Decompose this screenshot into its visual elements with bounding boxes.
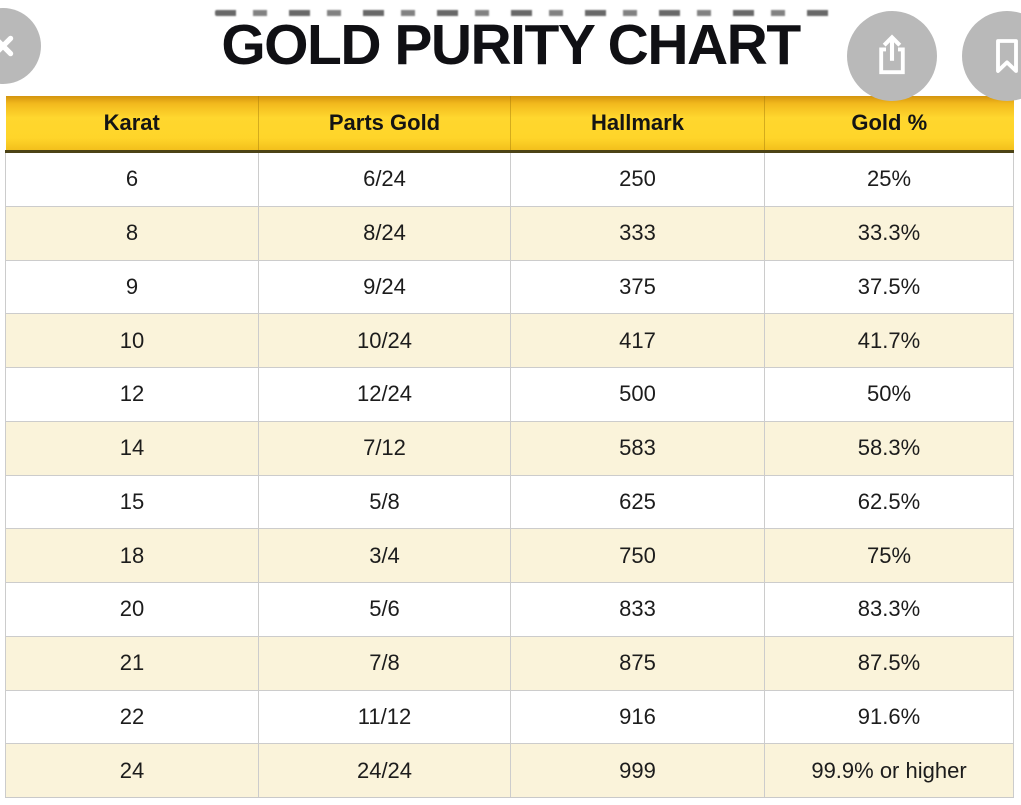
column-header-hallmark: Hallmark: [510, 96, 765, 153]
cell-gold-pct: 87.5%: [764, 635, 1014, 690]
share-button[interactable]: [847, 11, 937, 101]
cell-karat: 9: [5, 259, 259, 314]
gold-purity-table: Karat Parts Gold Hallmark Gold % 6 6/24 …: [5, 96, 1014, 798]
table-row: 6 6/24 250 25%: [5, 151, 1014, 207]
cell-gold-pct: 58.3%: [764, 420, 1014, 475]
cell-parts: 7/8: [258, 635, 511, 690]
cell-hallmark: 999: [510, 743, 765, 798]
cell-parts: 9/24: [258, 259, 511, 314]
table-row: 24 24/24 999 99.9% or higher: [5, 743, 1014, 798]
cell-parts: 5/6: [258, 582, 511, 637]
cell-gold-pct: 91.6%: [764, 689, 1014, 744]
cell-parts: 12/24: [258, 367, 511, 422]
table-row: 15 5/8 625 62.5%: [5, 474, 1014, 529]
cell-gold-pct: 99.9% or higher: [764, 743, 1014, 798]
table-row: 21 7/8 875 87.5%: [5, 635, 1014, 690]
page-title: GOLD PURITY CHART: [221, 13, 801, 77]
cell-parts: 5/8: [258, 474, 511, 529]
cell-parts: 7/12: [258, 420, 511, 475]
cell-karat: 18: [5, 528, 259, 583]
cell-hallmark: 583: [510, 420, 765, 475]
table-row: 12 12/24 500 50%: [5, 367, 1014, 422]
cell-hallmark: 333: [510, 205, 765, 260]
table-row: 10 10/24 417 41.7%: [5, 313, 1014, 368]
table-row: 8 8/24 333 33.3%: [5, 205, 1014, 260]
close-icon: [0, 27, 22, 65]
cell-gold-pct: 50%: [764, 367, 1014, 422]
cell-karat: 14: [5, 420, 259, 475]
cell-karat: 20: [5, 582, 259, 637]
cell-hallmark: 417: [510, 313, 765, 368]
table-row: 18 3/4 750 75%: [5, 528, 1014, 583]
table-header-row: Karat Parts Gold Hallmark Gold %: [5, 96, 1014, 153]
column-header-karat: Karat: [5, 96, 259, 153]
cell-hallmark: 625: [510, 474, 765, 529]
cell-parts: 10/24: [258, 313, 511, 368]
cell-karat: 24: [5, 743, 259, 798]
crop-artifact: [215, 10, 840, 16]
cell-parts: 24/24: [258, 743, 511, 798]
cell-karat: 10: [5, 313, 259, 368]
cell-gold-pct: 62.5%: [764, 474, 1014, 529]
share-icon: [868, 32, 916, 80]
cell-karat: 15: [5, 474, 259, 529]
cell-gold-pct: 25%: [764, 151, 1014, 207]
table-row: 22 11/12 916 91.6%: [5, 689, 1014, 744]
table-row: 14 7/12 583 58.3%: [5, 420, 1014, 475]
table-row: 20 5/6 833 83.3%: [5, 582, 1014, 637]
cell-hallmark: 375: [510, 259, 765, 314]
cell-karat: 12: [5, 367, 259, 422]
column-header-parts-gold: Parts Gold: [258, 96, 511, 153]
cell-gold-pct: 75%: [764, 528, 1014, 583]
cell-parts: 3/4: [258, 528, 511, 583]
cell-karat: 22: [5, 689, 259, 744]
cell-hallmark: 500: [510, 367, 765, 422]
bookmark-icon: [983, 32, 1021, 80]
cell-gold-pct: 33.3%: [764, 205, 1014, 260]
column-header-gold-pct: Gold %: [764, 96, 1014, 153]
cell-karat: 21: [5, 635, 259, 690]
cell-hallmark: 916: [510, 689, 765, 744]
cell-gold-pct: 83.3%: [764, 582, 1014, 637]
cell-parts: 8/24: [258, 205, 511, 260]
cell-hallmark: 250: [510, 151, 765, 207]
cell-hallmark: 833: [510, 582, 765, 637]
cell-karat: 6: [5, 151, 259, 207]
table-row: 9 9/24 375 37.5%: [5, 259, 1014, 314]
cell-hallmark: 875: [510, 635, 765, 690]
cell-hallmark: 750: [510, 528, 765, 583]
cell-parts: 6/24: [258, 151, 511, 207]
cell-karat: 8: [5, 205, 259, 260]
cell-parts: 11/12: [258, 689, 511, 744]
cell-gold-pct: 37.5%: [764, 259, 1014, 314]
cell-gold-pct: 41.7%: [764, 313, 1014, 368]
